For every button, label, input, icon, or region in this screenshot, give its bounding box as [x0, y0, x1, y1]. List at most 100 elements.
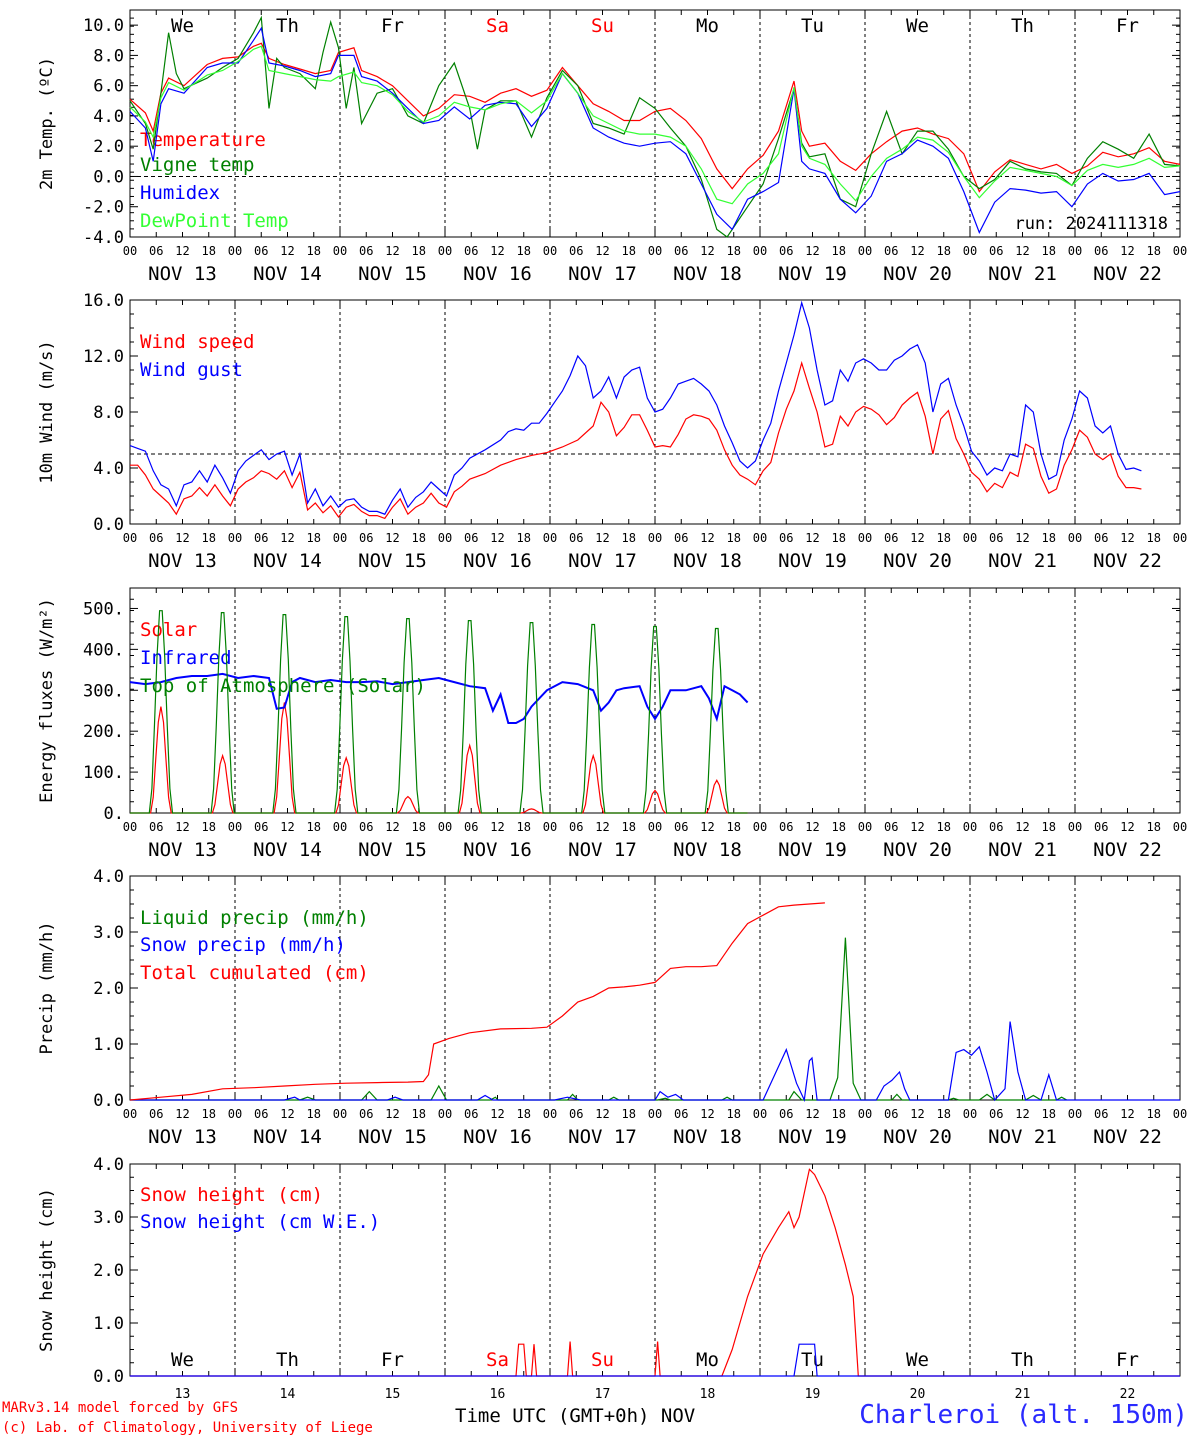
weekday-label: Sa [486, 1349, 509, 1371]
y-tick-label: 0.0 [93, 167, 124, 187]
hour-tick-label: 06 [989, 244, 1003, 258]
day-number-label: 18 [700, 1387, 716, 1400]
y-tick-label: 0. [104, 804, 124, 824]
hour-tick-label: 18 [727, 1107, 741, 1121]
y-tick-label: -4.0 [83, 228, 124, 248]
y-axis-label: 10m Wind (m/s) [37, 340, 57, 483]
date-label: NOV 14 [253, 1126, 322, 1148]
hour-tick-label: 12 [385, 1107, 399, 1121]
hour-tick-label: 18 [412, 1107, 426, 1121]
hour-tick-label: 06 [464, 820, 478, 834]
date-label: NOV 22 [1093, 1126, 1162, 1148]
hour-tick-label: 00 [753, 531, 767, 545]
date-label: NOV 17 [568, 839, 637, 861]
hour-tick-label: 00 [543, 1107, 557, 1121]
hour-tick-label: 18 [727, 244, 741, 258]
hour-tick-label: 12 [910, 1107, 924, 1121]
hour-tick-label: 06 [779, 531, 793, 545]
hour-tick-label: 00 [438, 820, 452, 834]
series-line-4-1 [130, 1343, 1180, 1377]
y-tick-label: 300. [83, 681, 124, 701]
hour-tick-label: 18 [727, 531, 741, 545]
series-line-1-0 [130, 360, 1142, 520]
hour-tick-label: 12 [175, 244, 189, 258]
hour-tick-label: 00 [438, 244, 452, 258]
legend-entry: Wind gust [140, 359, 243, 381]
hour-tick-label: 00 [963, 244, 977, 258]
hour-tick-label: 12 [1015, 244, 1029, 258]
hour-tick-label: 00 [123, 1107, 137, 1121]
date-label: NOV 14 [253, 550, 322, 572]
date-label: NOV 20 [883, 263, 952, 285]
legend-entry: Infrared [140, 647, 232, 669]
date-label: NOV 22 [1093, 550, 1162, 572]
hour-tick-label: 12 [805, 531, 819, 545]
y-tick-label: 0.0 [93, 515, 124, 535]
series-line-3-0 [130, 937, 1068, 1101]
date-label: NOV 15 [358, 550, 427, 572]
date-label: NOV 21 [988, 1126, 1057, 1148]
hour-tick-label: 06 [254, 820, 268, 834]
hour-tick-label: 00 [123, 531, 137, 545]
series-line-0-2 [129, 26, 1181, 234]
date-label: NOV 19 [778, 1126, 847, 1148]
legend-entry: DewPoint Temp [140, 210, 289, 232]
day-number-label: 16 [490, 1387, 506, 1400]
hour-tick-label: 00 [963, 531, 977, 545]
hour-tick-label: 06 [254, 244, 268, 258]
date-label: NOV 13 [148, 263, 217, 285]
hour-tick-label: 18 [622, 820, 636, 834]
hour-tick-label: 18 [1147, 820, 1161, 834]
hour-tick-label: 18 [1042, 1107, 1056, 1121]
weekday-label: We [906, 1349, 929, 1371]
hour-tick-label: 12 [700, 1107, 714, 1121]
hour-tick-label: 00 [858, 244, 872, 258]
date-label: NOV 13 [148, 1126, 217, 1148]
y-tick-label: 8.0 [93, 46, 124, 66]
hour-tick-label: 18 [517, 531, 531, 545]
hour-tick-label: 12 [280, 1107, 294, 1121]
hour-tick-label: 18 [832, 1107, 846, 1121]
date-label: NOV 16 [463, 550, 532, 572]
hour-tick-label: 00 [1068, 244, 1082, 258]
hour-tick-label: 18 [412, 820, 426, 834]
hour-tick-label: 12 [700, 244, 714, 258]
hour-tick-label: 06 [359, 1107, 373, 1121]
date-label: NOV 18 [673, 263, 742, 285]
hour-tick-label: 06 [884, 820, 898, 834]
date-label: NOV 16 [463, 839, 532, 861]
hour-tick-label: 12 [1120, 531, 1134, 545]
y-tick-label: 1.0 [93, 1035, 124, 1055]
hour-tick-label: 06 [569, 1107, 583, 1121]
hour-tick-label: 12 [385, 244, 399, 258]
y-tick-label: 3.0 [93, 923, 124, 943]
hour-tick-label: 18 [622, 531, 636, 545]
day-number-label: 21 [1015, 1387, 1031, 1400]
day-number-label: 17 [595, 1387, 611, 1400]
y-tick-label: 500. [83, 599, 124, 619]
hour-tick-label: 00 [438, 531, 452, 545]
hour-tick-label: 00 [963, 1107, 977, 1121]
hour-tick-label: 06 [884, 1107, 898, 1121]
weekday-label: Su [591, 1349, 614, 1371]
legend-entry: Snow height (cm) [140, 1184, 323, 1206]
weekday-label: Mo [696, 1349, 719, 1371]
copyright-credit: (c) Lab. of Climatology, University of L… [2, 1420, 373, 1436]
hour-tick-label: 18 [202, 1107, 216, 1121]
date-label: NOV 19 [778, 263, 847, 285]
hour-tick-label: 00 [228, 820, 242, 834]
hour-tick-label: 18 [1042, 820, 1056, 834]
date-label: NOV 17 [568, 1126, 637, 1148]
hour-tick-label: 12 [175, 1107, 189, 1121]
hour-tick-label: 00 [648, 531, 662, 545]
hour-tick-label: 12 [1015, 820, 1029, 834]
weekday-label: Th [276, 1349, 299, 1371]
hour-tick-label: 18 [937, 531, 951, 545]
y-tick-label: 4.0 [93, 107, 124, 127]
legend-entry: Top of Atmosphere (Solar) [140, 675, 426, 697]
hour-tick-label: 18 [517, 1107, 531, 1121]
hour-tick-label: 06 [989, 531, 1003, 545]
date-label: NOV 14 [253, 839, 322, 861]
hour-tick-label: 00 [543, 531, 557, 545]
date-label: NOV 16 [463, 1126, 532, 1148]
